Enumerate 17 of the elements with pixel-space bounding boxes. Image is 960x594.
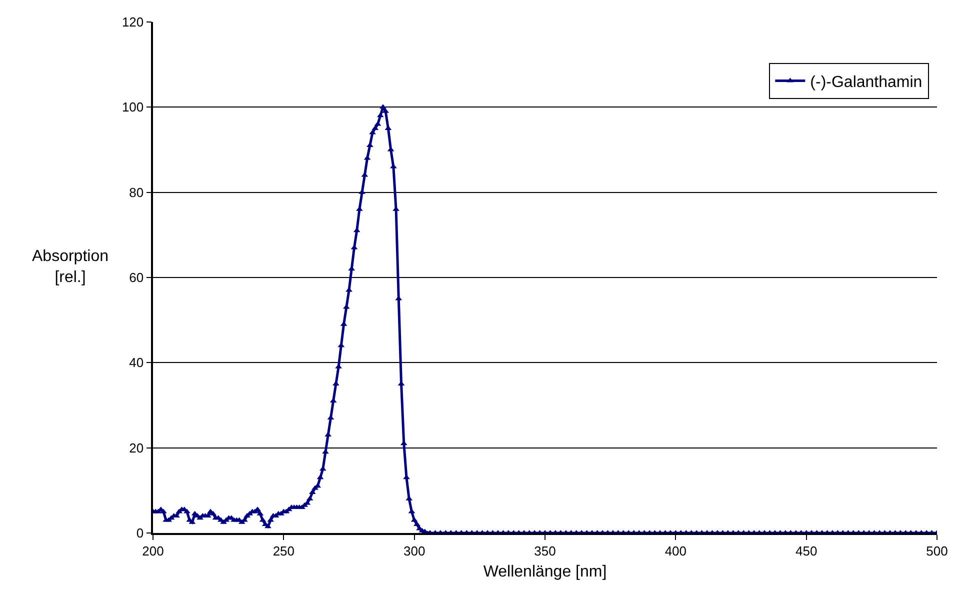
x-tick-label: 200 bbox=[142, 543, 164, 558]
x-tick-label: 350 bbox=[534, 543, 556, 558]
x-tick-label: 500 bbox=[926, 543, 948, 558]
y-tick-label: 120 bbox=[122, 14, 144, 30]
y-tick-label: 20 bbox=[129, 440, 144, 456]
x-tick-label: 250 bbox=[272, 543, 295, 558]
x-tick-label: 450 bbox=[795, 543, 818, 558]
y-tick-label: 60 bbox=[129, 270, 144, 286]
x-tick-label: 300 bbox=[403, 543, 426, 558]
x-axis-title: Wellenlänge [nm] bbox=[483, 564, 607, 581]
y-tick-label: 80 bbox=[129, 184, 144, 200]
y-tick-label: 100 bbox=[122, 100, 144, 115]
y-tick-label: 0 bbox=[136, 526, 144, 541]
y-axis-title: Absorption [rel.] bbox=[32, 248, 108, 286]
x-tick-label: 400 bbox=[664, 543, 687, 558]
y-tick-label: 40 bbox=[129, 355, 144, 370]
legend-label: (-)-Galanthamin bbox=[810, 74, 922, 92]
